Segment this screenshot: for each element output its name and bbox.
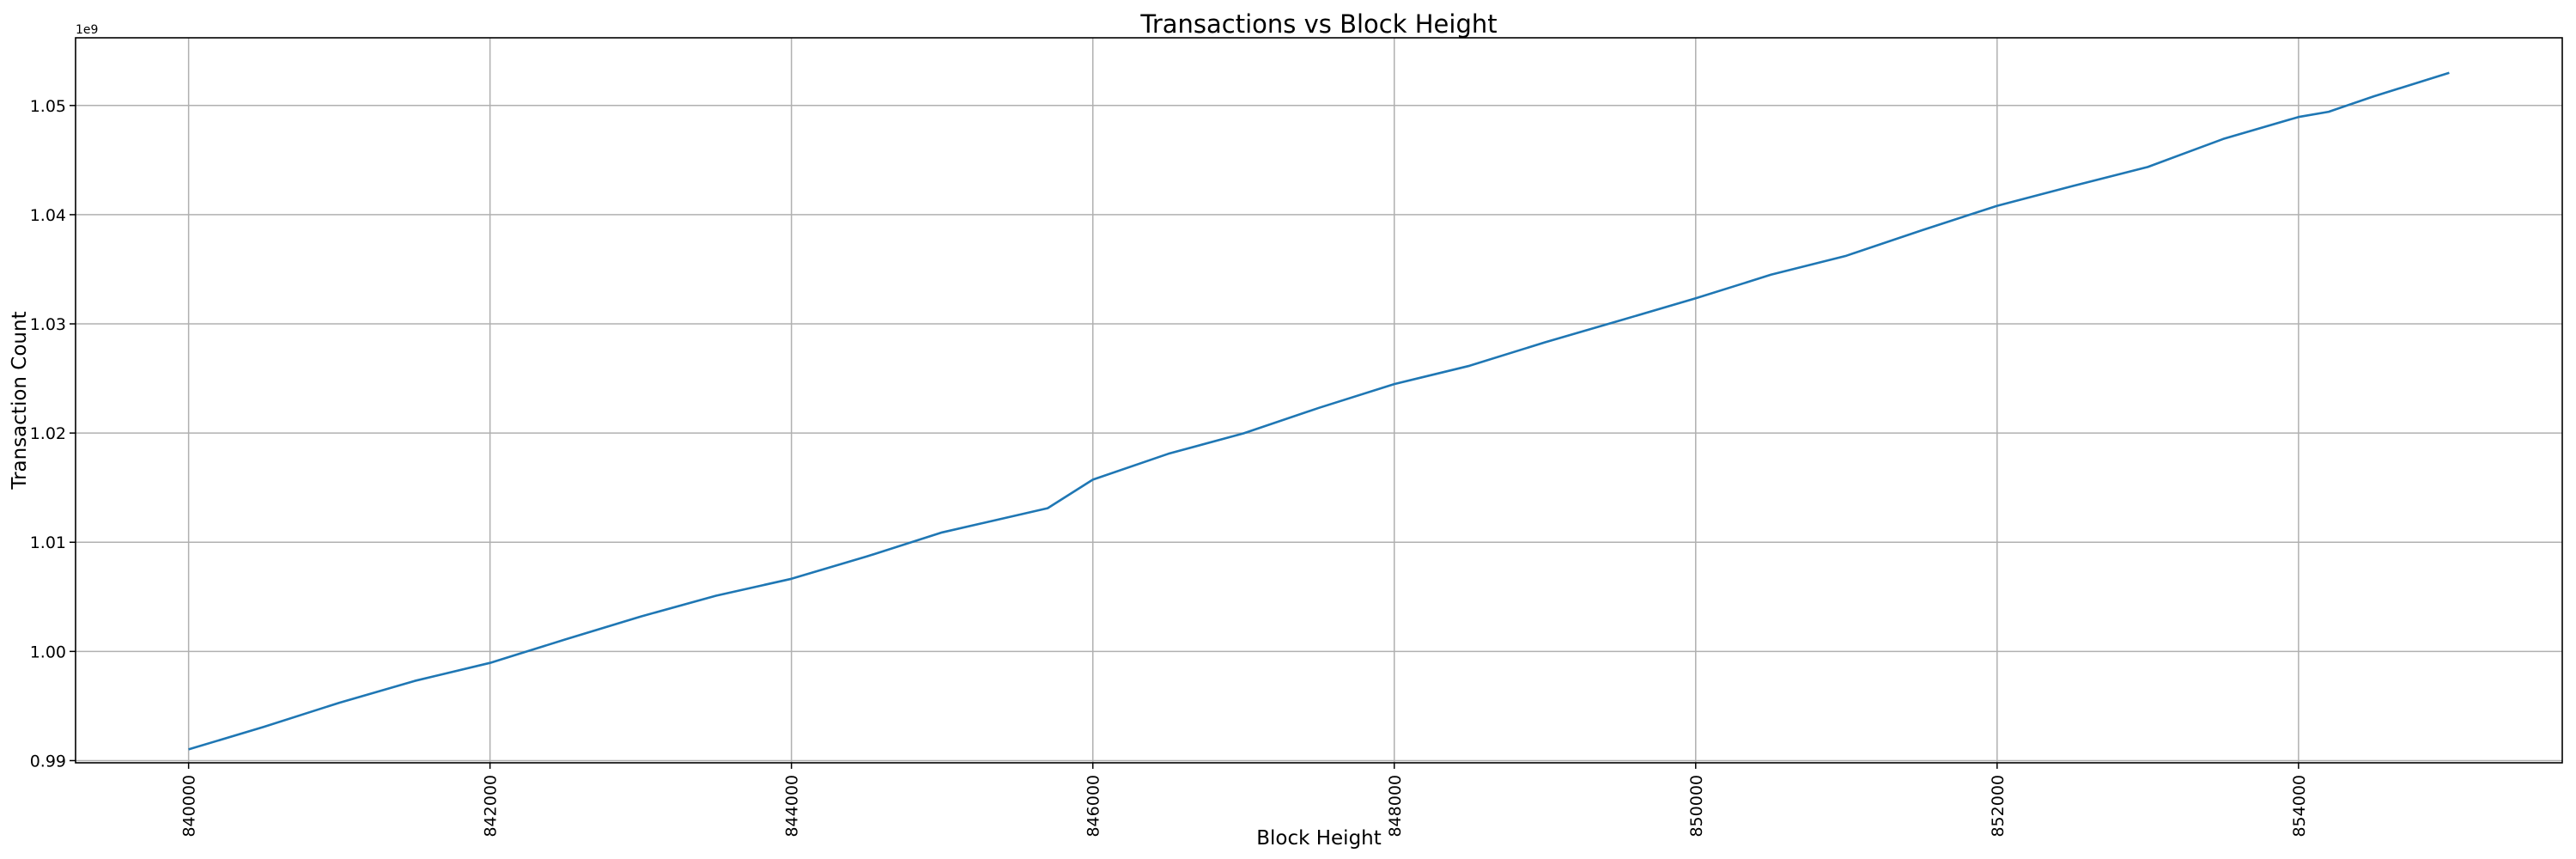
y-tick-label: 1.00 bbox=[30, 643, 66, 661]
x-tick-label: 846000 bbox=[1084, 775, 1103, 838]
series-line bbox=[188, 71, 2450, 751]
x-tick-label: 848000 bbox=[1386, 775, 1405, 838]
y-tick-label: 1.05 bbox=[30, 97, 66, 116]
y-tick-label: 1.04 bbox=[30, 206, 66, 225]
ticks: 840000 842000 844000 846000 848000 850000 8520… bbox=[30, 97, 2309, 838]
y-tick-label: 1.02 bbox=[30, 424, 66, 443]
x-tick-label: 842000 bbox=[482, 775, 501, 838]
y-tick-label: 1.01 bbox=[30, 533, 66, 552]
y-axis-label: Transaction Count bbox=[9, 311, 31, 490]
chart-title: Transactions vs Block Height bbox=[1139, 9, 1497, 39]
y-tick-label: 1.03 bbox=[30, 315, 66, 334]
x-tick-label: 840000 bbox=[180, 775, 199, 838]
grid bbox=[76, 38, 2562, 763]
axes-frame bbox=[75, 37, 2563, 764]
series-layer bbox=[188, 71, 2450, 751]
x-axis-label: Block Height bbox=[1256, 827, 1382, 850]
x-tick-label: 854000 bbox=[2290, 775, 2309, 838]
x-tick-label: 852000 bbox=[1989, 775, 2008, 838]
y-tick-label: 0.99 bbox=[30, 752, 66, 771]
x-tick-label: 850000 bbox=[1687, 775, 1706, 838]
y-offset-label: 1e9 bbox=[76, 23, 98, 37]
x-tick-label: 844000 bbox=[783, 775, 802, 838]
